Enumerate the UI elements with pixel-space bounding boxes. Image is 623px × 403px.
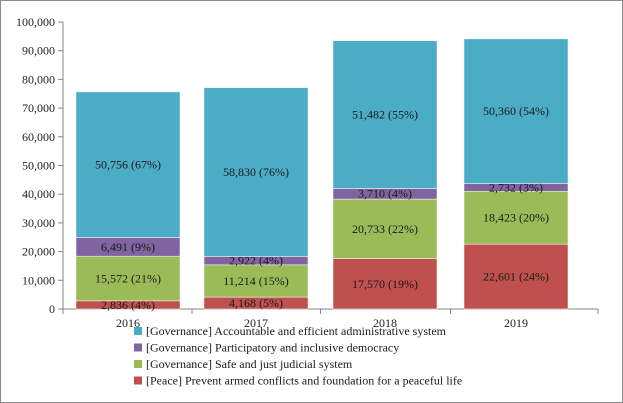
- data-label: 2,732 (3%): [489, 180, 543, 194]
- x-tick-label: 2017: [244, 316, 268, 330]
- y-tick-label: 10,000: [22, 273, 55, 287]
- y-tick-label: 50,000: [22, 159, 55, 173]
- data-label: 50,360 (54%): [483, 104, 549, 118]
- data-label: 4,168 (5%): [229, 296, 283, 310]
- data-label: 20,733 (22%): [352, 222, 418, 236]
- bar-segment[interactable]: [203, 264, 309, 298]
- y-tick-label: 0: [49, 302, 55, 316]
- bar-segment[interactable]: [463, 191, 569, 245]
- y-tick-label: 20,000: [22, 245, 55, 259]
- data-label: 18,423 (20%): [483, 211, 549, 225]
- data-label: 58,830 (76%): [223, 165, 289, 179]
- bar-segment[interactable]: [75, 255, 181, 302]
- legend-swatch: [134, 343, 142, 352]
- legend-entry: [Governance] Accountable and efficient a…: [146, 324, 447, 338]
- legend-swatch: [134, 327, 142, 335]
- y-tick-label: 30,000: [22, 216, 55, 230]
- legend-entry: [Governance] Participatory and inclusive…: [146, 341, 399, 355]
- bar-segment[interactable]: [332, 258, 438, 310]
- bar-segment[interactable]: [75, 91, 181, 238]
- data-label: 11,214 (15%): [223, 274, 289, 288]
- bar-segment[interactable]: [203, 87, 309, 257]
- y-tick-label: 60,000: [22, 130, 55, 144]
- x-tick-label: 2016: [116, 316, 140, 330]
- data-label: 50,756 (67%): [95, 158, 161, 172]
- legend-entry: [Governance] Safe and just judicial syst…: [146, 357, 353, 371]
- data-label: 2,836 (4%): [101, 298, 155, 312]
- y-tick-label: 80,000: [22, 72, 55, 86]
- data-label: 15,572 (21%): [95, 272, 161, 286]
- y-tick-label: 90,000: [22, 44, 55, 58]
- data-label: 51,482 (55%): [352, 108, 418, 122]
- data-label: 3,710 (4%): [358, 187, 412, 201]
- bar-segment[interactable]: [332, 198, 438, 259]
- x-tick-label: 2018: [373, 316, 397, 330]
- y-tick-label: 40,000: [22, 187, 55, 201]
- bar-segment[interactable]: [463, 38, 569, 184]
- data-label: 6,491 (9%): [101, 240, 155, 254]
- legend-swatch: [134, 360, 142, 368]
- legend-swatch: [134, 376, 142, 385]
- data-label: 17,570 (19%): [352, 277, 418, 291]
- data-label: 2,922 (4%): [229, 254, 283, 268]
- x-tick-label: 2019: [504, 316, 528, 330]
- bar-segment[interactable]: [332, 40, 438, 189]
- legend-entry: [Peace] Prevent armed conflicts and foun…: [146, 374, 462, 388]
- data-label: 22,601 (24%): [483, 270, 549, 284]
- y-tick-label: 70,000: [22, 101, 55, 115]
- y-tick-label: 100,000: [16, 15, 55, 29]
